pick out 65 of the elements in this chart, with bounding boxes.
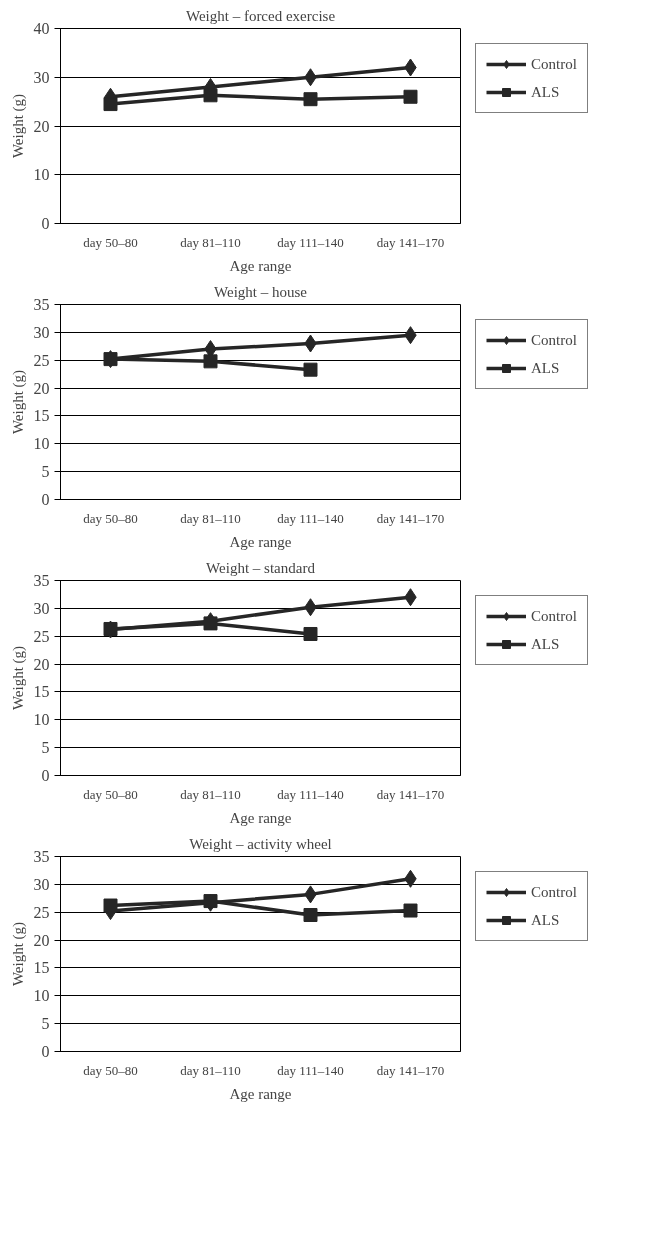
x-tick-label: day 141–170 xyxy=(376,1062,445,1078)
y-tick-label: 10 xyxy=(33,987,50,1005)
y-tick-label: 5 xyxy=(41,463,50,481)
x-tick-label: day 50–80 xyxy=(83,1062,138,1078)
y-tick-label: 10 xyxy=(33,166,50,184)
x-axis-title: Age range xyxy=(229,257,292,274)
chart-title: Weight – standard xyxy=(206,559,316,576)
legend-label: ALS xyxy=(531,911,560,929)
legend-label: ALS xyxy=(531,83,560,101)
y-tick-label: 35 xyxy=(33,848,50,865)
y-axis-title: Weight (g) xyxy=(9,93,27,159)
x-tick-label: day 141–170 xyxy=(376,510,445,526)
y-tick-label: 10 xyxy=(33,435,50,453)
x-tick-label: day 141–170 xyxy=(376,234,445,250)
y-tick-label: 20 xyxy=(33,655,50,673)
y-axis-title: Weight (g) xyxy=(9,921,27,987)
y-tick-label: 20 xyxy=(33,379,50,397)
y-tick-label: 5 xyxy=(41,739,50,757)
y-tick-label: 20 xyxy=(33,117,50,135)
x-tick-label: day 81–110 xyxy=(180,510,241,526)
y-tick-label: 15 xyxy=(33,683,50,701)
y-tick-label: 30 xyxy=(33,68,50,86)
y-tick-label: 40 xyxy=(33,20,50,37)
x-tick-label: day 81–110 xyxy=(180,786,241,802)
legend-label: Control xyxy=(531,55,577,73)
y-tick-label: 5 xyxy=(41,1015,50,1033)
y-tick-label: 25 xyxy=(33,351,50,369)
x-axis-title: Age range xyxy=(229,809,292,826)
y-tick-label: 30 xyxy=(33,875,50,893)
chart-title: Weight – house xyxy=(214,283,308,300)
y-axis-title: Weight (g) xyxy=(9,369,27,435)
y-tick-label: 0 xyxy=(41,491,50,508)
x-axis-title: Age range xyxy=(229,533,292,550)
legend-label: ALS xyxy=(531,359,560,377)
y-tick-label: 25 xyxy=(33,903,50,921)
x-tick-label: day 111–140 xyxy=(277,786,344,802)
y-tick-label: 30 xyxy=(33,599,50,617)
y-tick-label: 0 xyxy=(41,215,50,232)
chart-title: Weight – forced exercise xyxy=(185,7,336,24)
y-tick-label: 10 xyxy=(33,711,50,729)
chart-title: Weight – activity wheel xyxy=(189,835,332,852)
y-tick-label: 35 xyxy=(33,572,50,589)
y-tick-label: 0 xyxy=(41,1043,50,1060)
x-tick-label: day 50–80 xyxy=(83,510,138,526)
legend-label: ALS xyxy=(531,635,560,653)
y-tick-label: 15 xyxy=(33,959,50,977)
y-tick-label: 35 xyxy=(33,296,50,313)
x-tick-label: day 81–110 xyxy=(180,1062,241,1078)
x-tick-label: day 81–110 xyxy=(180,234,241,250)
y-tick-label: 0 xyxy=(41,767,50,784)
x-tick-label: day 111–140 xyxy=(277,1062,344,1078)
y-axis-title: Weight (g) xyxy=(9,645,27,711)
x-axis-title: Age range xyxy=(229,1085,292,1102)
x-tick-label: day 50–80 xyxy=(83,786,138,802)
y-tick-label: 25 xyxy=(33,627,50,645)
y-tick-label: 30 xyxy=(33,323,50,341)
x-tick-label: day 111–140 xyxy=(277,234,344,250)
x-tick-label: day 50–80 xyxy=(83,234,138,250)
legend-label: Control xyxy=(531,883,577,901)
legend-label: Control xyxy=(531,331,577,349)
x-tick-label: day 111–140 xyxy=(277,510,344,526)
legend-label: Control xyxy=(531,607,577,625)
x-tick-label: day 141–170 xyxy=(376,786,445,802)
y-tick-label: 20 xyxy=(33,931,50,949)
y-tick-label: 15 xyxy=(33,407,50,425)
